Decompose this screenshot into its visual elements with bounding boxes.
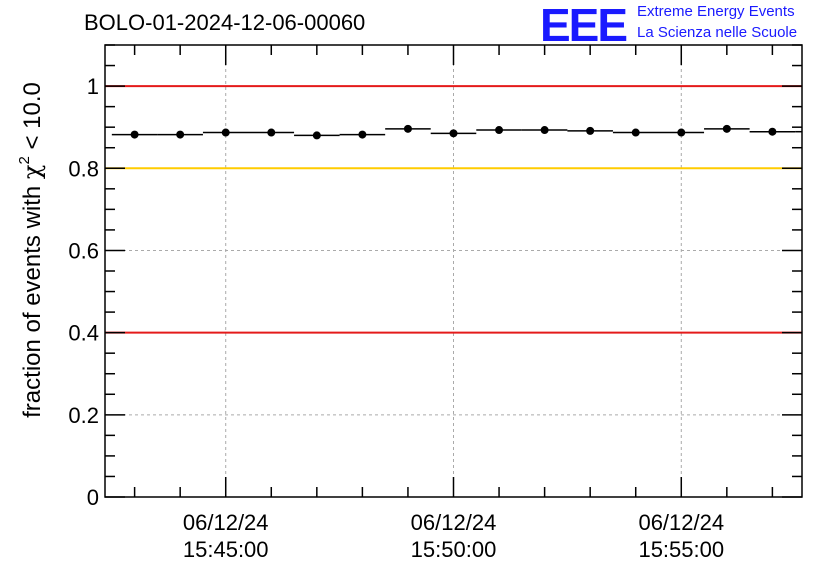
y-tick-label: 0.2 — [68, 403, 99, 428]
x-tick-label-date: 06/12/24 — [638, 510, 724, 535]
data-point — [677, 128, 686, 137]
eee-logo-line1: Extreme Energy Events — [637, 3, 795, 20]
axis-ticks — [105, 44, 802, 498]
data-point — [449, 129, 458, 138]
data-point — [221, 128, 230, 137]
x-tick-label-time: 15:50:00 — [411, 537, 497, 562]
y-axis-label-prefix: fraction of events with — [19, 179, 46, 418]
data-point — [130, 130, 139, 139]
eee-logo: EEE Extreme Energy Events La Scienza nel… — [540, 0, 830, 51]
eee-logo-mark: EEE — [540, 0, 628, 51]
data-point — [722, 124, 731, 133]
y-tick-label: 0.8 — [68, 156, 99, 181]
data-point — [176, 130, 185, 139]
data-points — [111, 124, 802, 140]
data-point — [312, 131, 321, 140]
y-axis-label-symbol: χ — [18, 164, 46, 179]
data-point — [631, 128, 640, 137]
y-tick-label: 0.4 — [68, 321, 99, 346]
x-tick-label-date: 06/12/24 — [183, 510, 269, 535]
data-point — [586, 126, 595, 135]
y-tick-labels: 0 0.2 0.4 0.6 0.8 1 — [68, 74, 99, 510]
y-axis-label: fraction of events with χ2 < 10.0 — [16, 82, 46, 418]
data-point — [358, 130, 367, 139]
x-tick-label-date: 06/12/24 — [411, 510, 497, 535]
y-tick-label: 1 — [87, 74, 99, 99]
y-tick-label: 0.6 — [68, 238, 99, 263]
chart-title: BOLO-01-2024-12-06-00060 — [84, 10, 366, 35]
y-tick-label: 0 — [87, 485, 99, 510]
data-point — [267, 128, 276, 137]
x-tick-labels: 06/12/2415:45:0006/12/2415:50:0006/12/24… — [183, 510, 724, 562]
reference-lines — [105, 85, 802, 334]
grid-layer — [105, 45, 802, 497]
x-tick-label-time: 15:45:00 — [183, 537, 269, 562]
data-point — [495, 126, 504, 135]
data-point — [540, 126, 549, 135]
y-axis-label-sup: 2 — [16, 156, 33, 164]
y-axis-label-suffix: < 10.0 — [19, 82, 46, 156]
data-point — [768, 127, 777, 136]
eee-logo-line2: La Scienza nelle Scuole — [637, 24, 798, 41]
data-point — [403, 124, 412, 133]
x-tick-label-time: 15:55:00 — [638, 537, 724, 562]
